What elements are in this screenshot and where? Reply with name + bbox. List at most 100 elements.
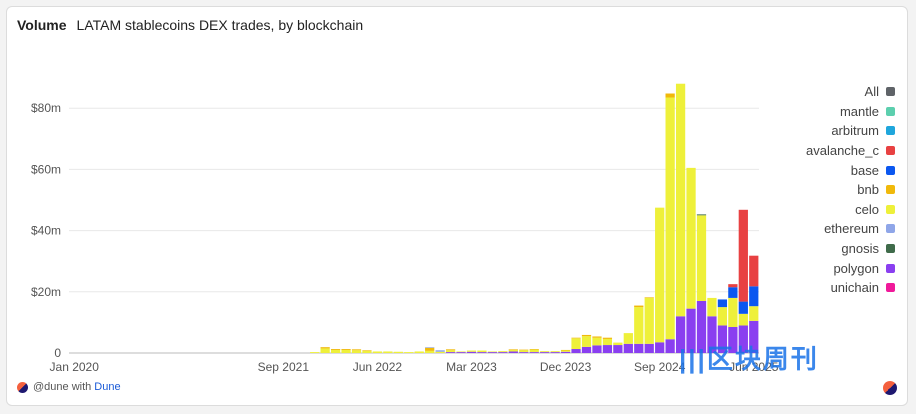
legend-label: celo <box>855 201 879 217</box>
y-tick-label: $20m <box>31 285 61 299</box>
chart-subtitle: LATAM stablecoins DEX trades, by blockch… <box>76 17 364 33</box>
bar-segment-polygon <box>749 320 759 353</box>
legend-label: polygon <box>833 260 879 276</box>
bar-segment-bnb <box>571 337 581 339</box>
legend-swatch <box>886 106 895 116</box>
bar-segment-celo <box>655 207 665 343</box>
bar-segment-polygon <box>445 352 456 353</box>
y-tick-label: $60m <box>31 162 61 176</box>
legend-item-celo[interactable]: celo <box>755 200 895 220</box>
bar-segment-celo <box>675 83 686 317</box>
bar-segment-polygon <box>466 351 477 353</box>
legend-item-unichain[interactable]: unichain <box>755 278 895 298</box>
legend-item-gnosis[interactable]: gnosis <box>755 239 895 259</box>
footer-dune-link[interactable]: Dune <box>94 381 121 393</box>
bar-segment-polygon <box>665 339 675 353</box>
legend-swatch <box>886 185 895 195</box>
legend-item-avalanche_c[interactable]: avalanche_c <box>755 141 895 161</box>
bar-segment-polygon <box>686 308 696 353</box>
bar-segment-polygon <box>540 352 550 353</box>
legend-label: unichain <box>830 280 879 296</box>
bar-segment-polygon <box>707 316 717 353</box>
dune-logo-icon <box>17 381 28 393</box>
bar-segment-celo <box>383 351 393 353</box>
bar-segment-celo <box>613 342 623 346</box>
chart-legend: All mantle arbitrum avalanche_c base bnb celo e… <box>755 82 895 298</box>
legend-label: bnb <box>857 182 879 198</box>
legend-label: ethereum <box>824 221 879 237</box>
bar-chart: 0 $20m $40m $60m $80m Jan 2020 Sep 2021 Jun 202… <box>31 83 779 374</box>
bar-segment-celo <box>602 338 613 346</box>
bar-segment-celo <box>540 351 550 353</box>
bar-segment-celo <box>425 350 435 353</box>
bar-segment-celo <box>404 352 414 353</box>
bar-segment-polygon <box>477 352 487 353</box>
bar-segment-celo <box>477 350 487 353</box>
bar-segment-bnb <box>508 349 518 350</box>
bar-segment-bnb <box>362 350 372 351</box>
bar-segment-polygon <box>487 352 498 353</box>
legend-item-base[interactable]: base <box>755 160 895 180</box>
bar-segment-polygon <box>644 343 654 353</box>
bar-segment-bnb <box>445 349 456 351</box>
footer-credit: @dune with Dune <box>17 381 121 393</box>
x-tick-label: Jan 2020 <box>50 360 100 374</box>
legend-item-arbitrum[interactable]: arbitrum <box>755 121 895 141</box>
bar-segment-celo <box>665 97 675 340</box>
chart-card: Volume LATAM stablecoins DEX trades, by b… <box>6 6 908 406</box>
x-tick-label: Jun 2022 <box>353 360 403 374</box>
bar-segment-polygon <box>571 349 581 353</box>
bar-segment-celo <box>372 351 383 353</box>
bar-segment-ethereum <box>425 347 435 348</box>
bar-segment-polygon <box>655 342 665 353</box>
chart-title-label: Volume <box>17 17 67 33</box>
x-tick-label: Sep 2024 <box>634 360 686 374</box>
bar-segment-celo <box>519 350 529 353</box>
legend-item-ethereum[interactable]: ethereum <box>755 219 895 239</box>
bar-segment-base <box>728 287 738 298</box>
legend-item-bnb[interactable]: bnb <box>755 180 895 200</box>
bar-segment-polygon <box>728 326 738 353</box>
bar-segment-gnosis <box>696 214 707 216</box>
legend-item-All[interactable]: All <box>755 82 895 102</box>
bar-segment-celo <box>696 215 707 301</box>
bar-segment-bnb <box>519 349 529 351</box>
bar-segment-celo <box>351 350 362 353</box>
bar-segment-bnb <box>644 297 654 298</box>
bar-segment-celo <box>310 352 320 353</box>
legend-swatch <box>886 244 895 254</box>
bar-segment-polygon <box>519 352 529 353</box>
bar-segment-celo <box>393 351 403 353</box>
bar-segment-celo <box>550 351 560 353</box>
bar-segment-celo <box>456 351 466 353</box>
bar-segment-polygon <box>602 345 613 353</box>
bar-segment-celo <box>644 297 654 344</box>
legend-swatch <box>886 165 895 175</box>
legend-swatch <box>886 126 895 136</box>
dune-corner-logo-icon[interactable] <box>883 381 897 395</box>
x-tick-label: Jun 2025 <box>729 360 779 374</box>
bar-segment-bnb <box>592 336 602 338</box>
bar-segment-celo <box>466 350 477 352</box>
bar-segment-celo <box>634 307 644 344</box>
bar-segment-celo <box>738 313 748 326</box>
legend-item-polygon[interactable]: polygon <box>755 258 895 278</box>
bar-segment-polygon <box>717 325 728 353</box>
bar-segment-celo <box>571 338 581 350</box>
bar-segment-polygon <box>508 351 518 353</box>
bar-segment-bnb <box>351 349 362 351</box>
legend-item-mantle[interactable]: mantle <box>755 102 895 122</box>
bar-segment-celo <box>717 307 728 326</box>
bar-segment-celo <box>435 351 445 353</box>
legend-label: mantle <box>839 103 879 119</box>
legend-swatch <box>886 263 895 273</box>
bar-segment-bnb <box>341 349 351 350</box>
bar-segment-celo <box>749 306 759 321</box>
x-tick-label: Sep 2021 <box>258 360 310 374</box>
legend-swatch <box>886 204 895 214</box>
legend-label: arbitrum <box>831 123 879 139</box>
bar-segment-base <box>738 301 748 314</box>
footer-credit-text: @dune with <box>33 381 92 393</box>
bar-segment-polygon <box>456 352 466 353</box>
bar-segment-bnb <box>634 305 644 308</box>
